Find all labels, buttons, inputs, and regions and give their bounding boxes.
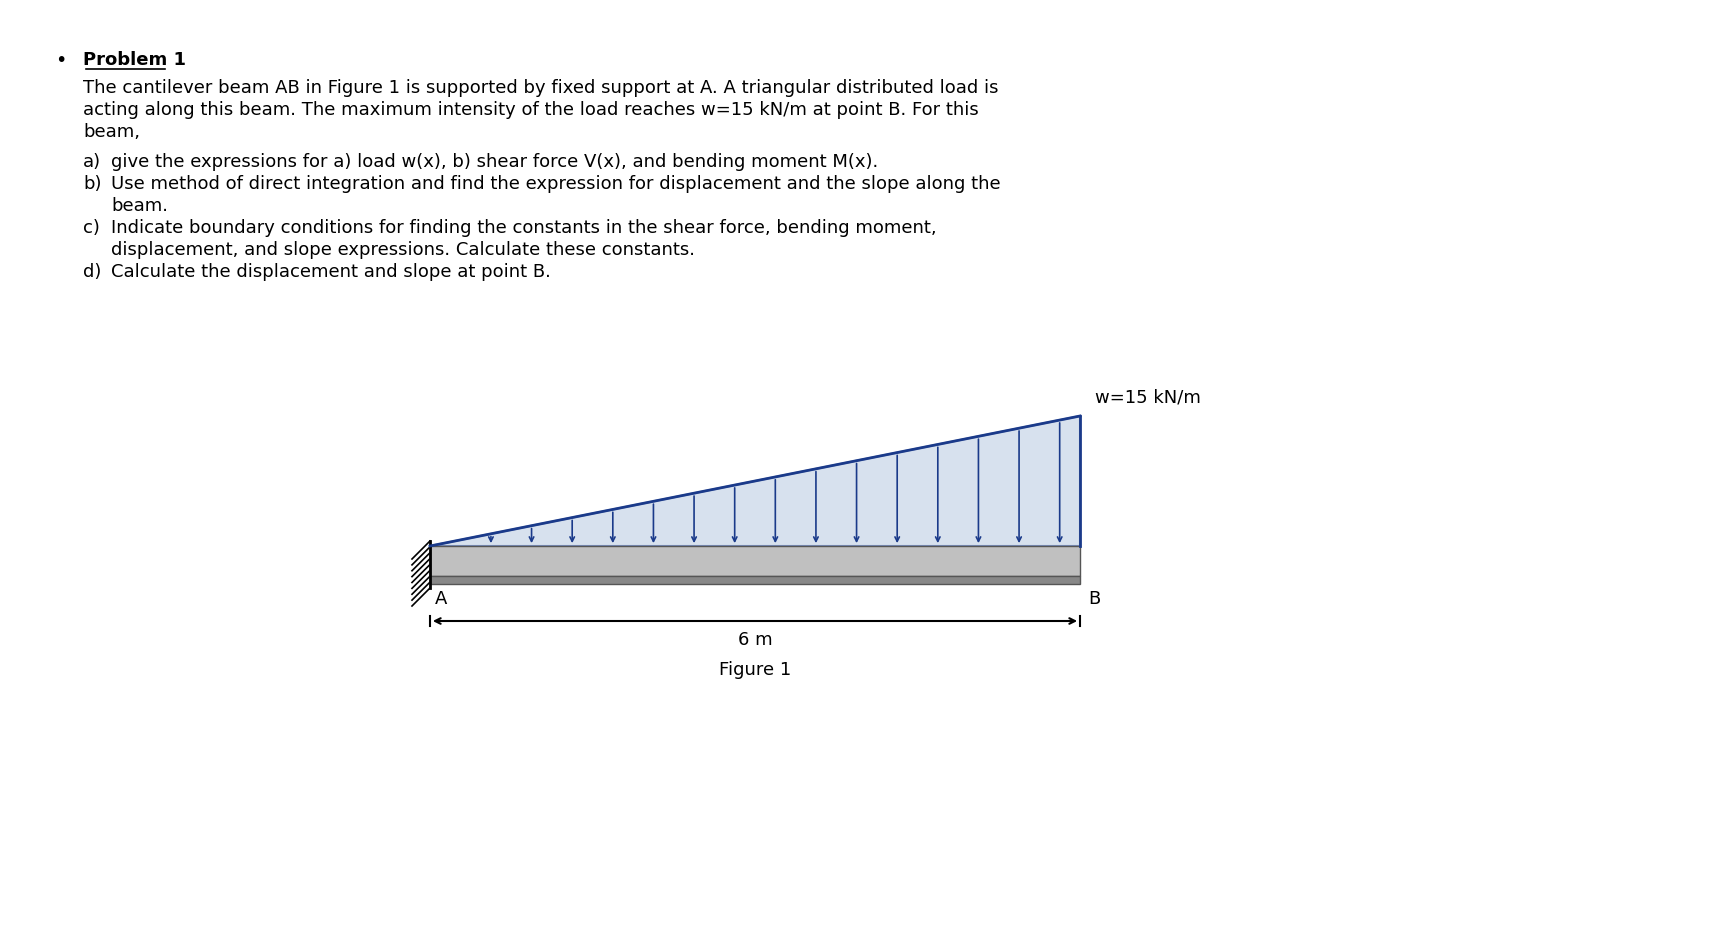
Text: B: B (1088, 590, 1100, 608)
Text: A: A (436, 590, 448, 608)
Text: The cantilever beam AB in Figure 1 is supported by fixed support at A. A triangu: The cantilever beam AB in Figure 1 is su… (83, 79, 999, 97)
Text: acting along this beam. The maximum intensity of the load reaches w=15 kN/m at p: acting along this beam. The maximum inte… (83, 101, 978, 119)
Text: Use method of direct integration and find the expression for displacement and th: Use method of direct integration and fin… (110, 175, 1000, 193)
Text: give the expressions for a) load w(x), b) shear force V(x), and bending moment M: give the expressions for a) load w(x), b… (110, 153, 878, 171)
Text: Problem 1: Problem 1 (83, 51, 186, 69)
Text: b): b) (83, 175, 102, 193)
Bar (430, 546, 1080, 576)
Polygon shape (430, 416, 1080, 546)
Text: Figure 1: Figure 1 (718, 661, 790, 679)
Text: d): d) (83, 263, 102, 281)
Bar (430, 576, 1080, 584)
Text: displacement, and slope expressions. Calculate these constants.: displacement, and slope expressions. Cal… (110, 241, 696, 259)
Text: beam.: beam. (110, 197, 169, 215)
Text: Indicate boundary conditions for finding the constants in the shear force, bendi: Indicate boundary conditions for finding… (110, 219, 937, 237)
Text: beam,: beam, (83, 123, 139, 141)
Text: a): a) (83, 153, 102, 171)
Text: Calculate the displacement and slope at point B.: Calculate the displacement and slope at … (110, 263, 551, 281)
Text: c): c) (83, 219, 100, 237)
Text: •: • (55, 51, 67, 70)
Text: w=15 kN/m: w=15 kN/m (1095, 388, 1200, 406)
Text: 6 m: 6 m (737, 631, 771, 649)
